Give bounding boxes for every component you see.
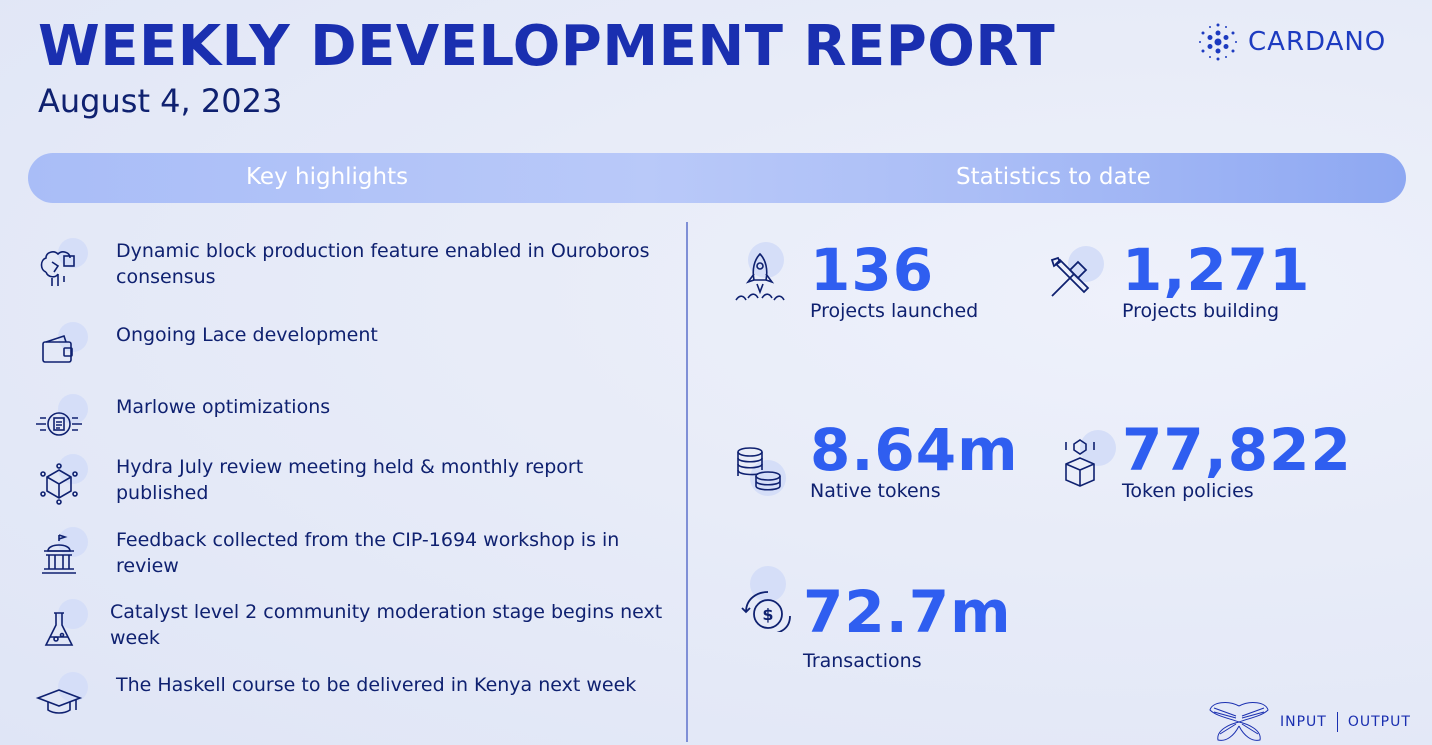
footer-brand-input: INPUT — [1280, 714, 1327, 730]
report-date: August 4, 2023 — [38, 82, 283, 120]
stat-projects-launched: 136 Projects launched — [810, 240, 978, 322]
input-output-logo: INPUT OUTPUT — [1208, 700, 1411, 744]
section-banner: Key highlights Statistics to date — [28, 153, 1406, 203]
graduation-cap-icon — [30, 672, 90, 730]
stat-label: Projects building — [1122, 300, 1280, 322]
footer-brand-separator — [1336, 712, 1338, 732]
brain-chip-icon — [30, 238, 90, 296]
column-divider — [686, 222, 688, 742]
flask-icon — [30, 599, 90, 657]
brand-name: CARDANO — [1248, 27, 1387, 57]
highlight-text: Catalyst level 2 community moderation st… — [110, 601, 663, 649]
stat-transactions: 72.7m Transactions — [803, 582, 1012, 672]
svg-text:$: $ — [762, 605, 773, 624]
rocket-icon — [730, 242, 790, 302]
stat-label: Projects launched — [810, 300, 979, 322]
butterfly-logo-icon — [1209, 702, 1269, 741]
highlight-text: Feedback collected from the CIP-1694 wor… — [116, 529, 620, 577]
highlight-text: Dynamic block production feature enabled… — [116, 240, 650, 288]
document-network-icon — [30, 394, 90, 452]
tools-icon — [1044, 246, 1104, 306]
report-title: WEEKLY DEVELOPMENT REPORT — [38, 14, 1056, 79]
statistics-heading: Statistics to date — [956, 164, 1151, 190]
highlight-text: Marlowe optimizations — [116, 396, 331, 418]
government-building-icon — [30, 527, 90, 585]
stat-label: Native tokens — [810, 480, 941, 502]
stat-value: 72.7m — [803, 578, 1012, 646]
cardano-logo-icon — [1199, 23, 1237, 61]
cardano-logo: CARDANO — [1196, 20, 1386, 64]
stat-projects-building: 1,271 Projects building — [1122, 240, 1310, 322]
highlight-item: Dynamic block production feature enabled… — [30, 238, 676, 296]
transaction-icon: $ — [740, 566, 800, 632]
coins-icon — [732, 438, 792, 498]
stat-value: 8.64m — [810, 416, 1019, 484]
highlight-item: Marlowe optimizations — [30, 394, 676, 452]
key-highlights-heading: Key highlights — [246, 164, 409, 190]
stat-label: Token policies — [1122, 480, 1254, 502]
stat-value: 77,822 — [1122, 416, 1352, 484]
highlight-item: Catalyst level 2 community moderation st… — [30, 599, 670, 657]
highlight-item: Feedback collected from the CIP-1694 wor… — [30, 527, 676, 585]
highlight-item: Ongoing Lace development — [30, 322, 676, 380]
highlight-item: Hydra July review meeting held & monthly… — [30, 454, 676, 512]
cube-network-icon — [30, 454, 90, 512]
stat-value: 136 — [810, 236, 935, 304]
footer-brand-output: OUTPUT — [1347, 714, 1411, 730]
highlight-text: The Haskell course to be delivered in Ke… — [116, 674, 637, 696]
stat-native-tokens: 8.64m Native tokens — [810, 420, 1019, 502]
wallet-icon — [30, 322, 90, 380]
stat-value: 1,271 — [1122, 236, 1311, 304]
stat-token-policies: 77,822 Token policies — [1122, 420, 1352, 502]
highlight-item: The Haskell course to be delivered in Ke… — [30, 672, 676, 730]
highlight-text: Hydra July review meeting held & monthly… — [116, 456, 584, 504]
highlight-text: Ongoing Lace development — [116, 324, 378, 346]
stat-label: Transactions — [803, 650, 922, 672]
token-box-icon — [1058, 430, 1118, 490]
